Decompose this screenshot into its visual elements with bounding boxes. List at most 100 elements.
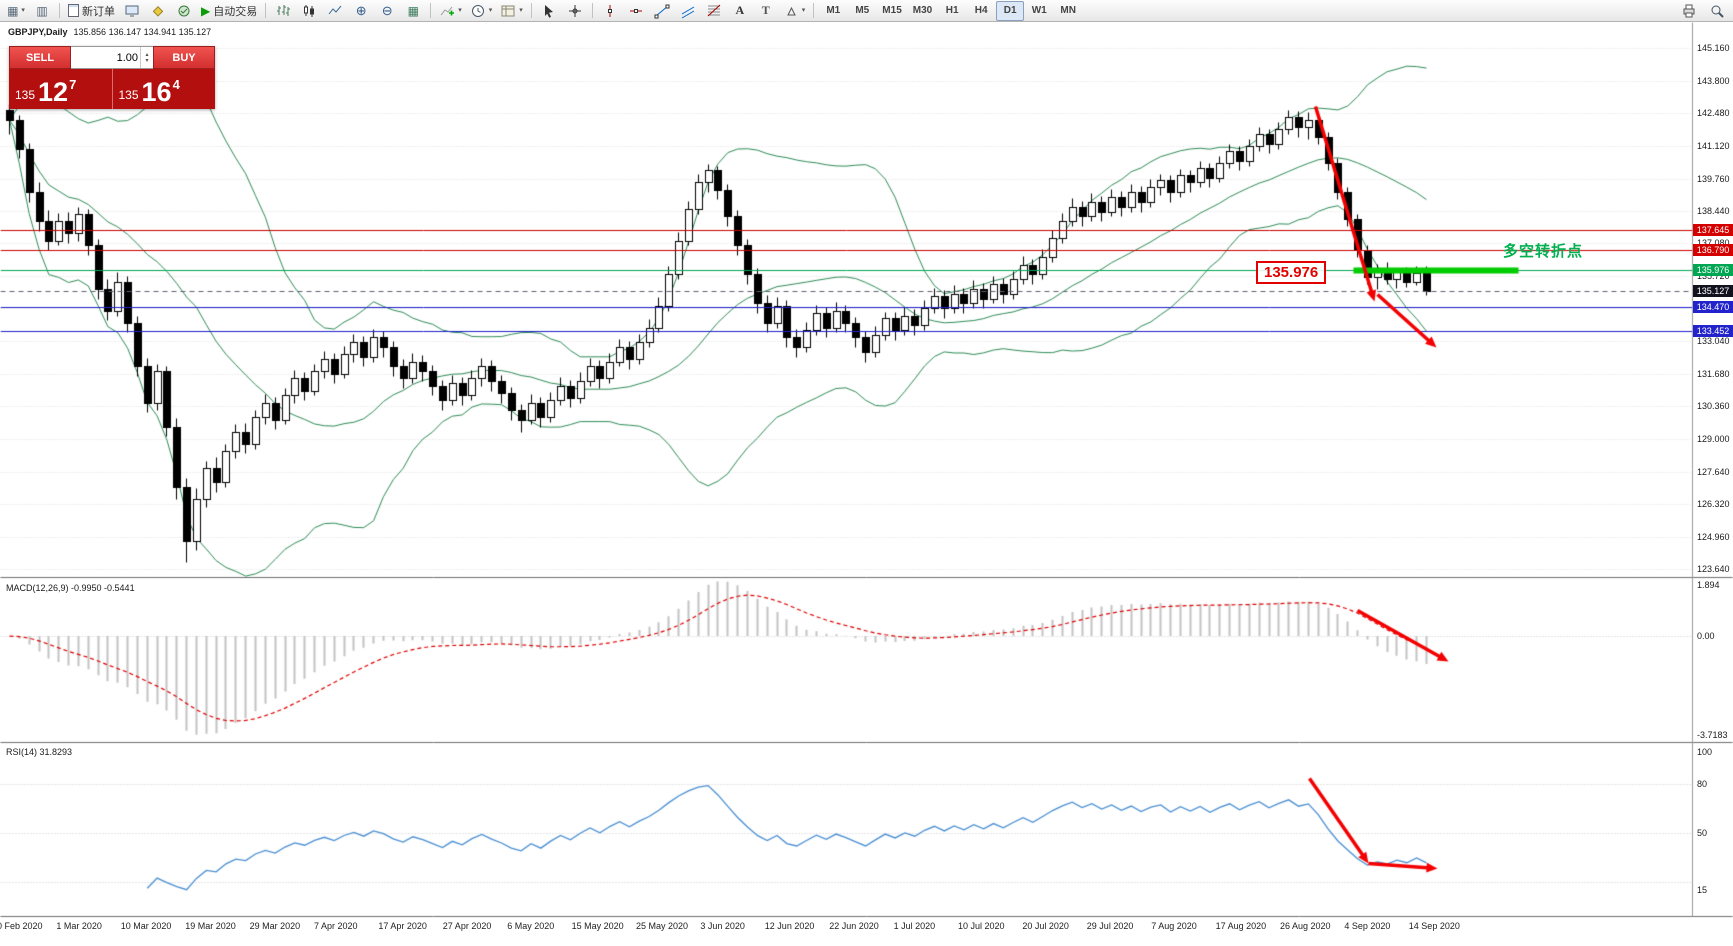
bid-pip-digit: 7	[69, 77, 77, 92]
symbol-name: GBPJPY,Daily	[8, 27, 68, 37]
new-order-icon	[68, 4, 79, 17]
volume-stepper[interactable]: ▴▾	[71, 46, 153, 69]
strategy-tester-button[interactable]	[172, 1, 196, 21]
timeframe-button-m1[interactable]: M1	[826, 5, 841, 16]
rsi-tick: 15	[1697, 884, 1708, 895]
price-tick: 145.160	[1697, 43, 1730, 53]
metaeditor-icon	[152, 5, 164, 17]
chart-line-button[interactable]	[323, 1, 347, 21]
date-label: 10 Mar 2020	[120, 921, 172, 931]
print-icon	[1683, 4, 1695, 17]
search-icon	[1711, 5, 1724, 18]
rsi-tick: 80	[1697, 779, 1708, 790]
bid-price[interactable]: 135 12 7	[9, 69, 112, 109]
strategy-tester-icon	[178, 5, 190, 16]
vertical-line-tool-button[interactable]	[598, 1, 622, 21]
toolbar-separator	[813, 3, 815, 18]
spin-down-icon[interactable]: ▾	[145, 57, 149, 64]
chart-bars-button[interactable]	[271, 1, 295, 21]
print-button[interactable]	[1677, 1, 1701, 21]
crosshair-tool-button[interactable]	[563, 1, 587, 21]
price-tick: 137.080	[1697, 238, 1730, 249]
indicators-button[interactable]: ▾	[436, 1, 465, 21]
horizontal-line-tool-button[interactable]	[624, 1, 648, 21]
profiles-button[interactable]: ▥	[30, 1, 54, 21]
bar-chart-icon	[277, 4, 291, 16]
buy-button[interactable]: BUY	[153, 46, 215, 69]
date-label: 1 Mar 2020	[56, 921, 102, 931]
timeframe-button-mn[interactable]: MN	[1060, 5, 1076, 16]
label-tool-button[interactable]: T	[754, 1, 778, 21]
shapes-tool-button[interactable]: ▾	[780, 1, 809, 21]
zoom-out-button[interactable]: ⊖	[375, 1, 399, 21]
price-tag: 136.790	[1693, 244, 1733, 257]
channel-icon	[681, 6, 695, 18]
zoom-in-button[interactable]: ⊕	[349, 1, 373, 21]
rsi-tick: 50	[1697, 828, 1708, 838]
zoom-in-icon: ⊕	[355, 3, 367, 18]
terminal-button[interactable]	[120, 1, 144, 21]
ask-big-digits: 16	[141, 77, 172, 107]
zoom-out-icon: ⊖	[381, 3, 393, 18]
price-tick: 131.680	[1697, 369, 1730, 380]
rsi-indicator-label: RSI(14) 31.8293	[6, 747, 73, 757]
volume-spinner[interactable]: ▴ ▾	[140, 47, 153, 68]
turning-point-annotation[interactable]: 多空转折点	[1503, 243, 1584, 260]
autotrading-button[interactable]: ▶ 自动交易	[198, 1, 260, 21]
spin-up-icon[interactable]: ▴	[145, 51, 149, 58]
search-button[interactable]	[1705, 1, 1729, 21]
timeframe-button-d1[interactable]: D1	[996, 0, 1025, 21]
tile-windows-button[interactable]: ▦	[401, 1, 425, 21]
date-label: 7 Aug 2020	[1151, 921, 1197, 931]
timeframe-group: M1 M5 M15 M30 H1 H4 D1 W1 MN	[819, 0, 1082, 21]
profiles-icon: ▥	[36, 3, 48, 18]
fibonacci-icon	[707, 4, 721, 16]
timeframe-button-m5[interactable]: M5	[855, 5, 870, 16]
macd-tick: 0.00	[1697, 630, 1715, 641]
toolbar: ▦ ▾ ▥ 新订单 ▶ 自动交易 ⊕ ⊖ ▦	[0, 0, 1733, 22]
trendline-icon	[654, 4, 670, 18]
fibonacci-tool-button[interactable]	[702, 1, 726, 21]
timeframe-button-w1[interactable]: W1	[1031, 5, 1047, 16]
timeframe-button-h4[interactable]: H4	[974, 5, 988, 16]
text-tool-button[interactable]: A	[728, 1, 752, 21]
panel-splitter[interactable]	[0, 740, 1733, 744]
shapes-icon	[786, 6, 796, 15]
price-tag: 133.452	[1693, 325, 1733, 338]
date-label: 7 Apr 2020	[314, 921, 358, 931]
periods-button[interactable]: ▾	[467, 1, 496, 21]
trendline-tool-button[interactable]	[650, 1, 674, 21]
label-tool-icon: T	[761, 3, 770, 17]
timeframe-button-h1[interactable]: H1	[945, 5, 959, 16]
cursor-tool-button[interactable]	[537, 1, 561, 21]
price-tick: 129.000	[1697, 433, 1730, 444]
templates-button[interactable]: ▾	[497, 1, 526, 21]
macd-indicator-label: MACD(12,26,9) -0.9950 -0.5441	[6, 583, 135, 593]
price-tick: 143.800	[1697, 75, 1730, 86]
toolbar-separator	[430, 3, 432, 18]
panel-splitter[interactable]	[0, 575, 1733, 579]
sell-button[interactable]: SELL	[9, 46, 71, 69]
bid-big-digits: 12	[38, 77, 69, 107]
new-chart-button[interactable]: ▦ ▾	[4, 1, 28, 21]
price-tick: 126.320	[1697, 498, 1730, 509]
ask-price[interactable]: 135 16 4	[111, 69, 216, 109]
price-tag: 137.645	[1693, 223, 1733, 236]
channel-tool-button[interactable]	[676, 1, 700, 21]
date-label: 14 Sep 2020	[1408, 921, 1460, 931]
new-order-button[interactable]: 新订单	[65, 1, 118, 21]
chart-candles-button[interactable]	[297, 1, 321, 21]
text-tool-icon: A	[735, 3, 745, 17]
date-label: 19 Mar 2020	[185, 921, 236, 931]
toolbar-separator	[530, 3, 532, 18]
timeframe-button-m30[interactable]: M30	[912, 5, 933, 16]
vertical-line-icon	[607, 4, 612, 17]
price-annotation-label[interactable]: 135.976	[1256, 261, 1327, 284]
timeframe-button-m15[interactable]: M15	[882, 5, 902, 16]
price-tag: 135.976	[1693, 264, 1733, 277]
volume-input[interactable]	[71, 50, 140, 65]
date-label: 20 Feb 2020	[0, 921, 43, 931]
metaeditor-button[interactable]	[146, 1, 170, 21]
